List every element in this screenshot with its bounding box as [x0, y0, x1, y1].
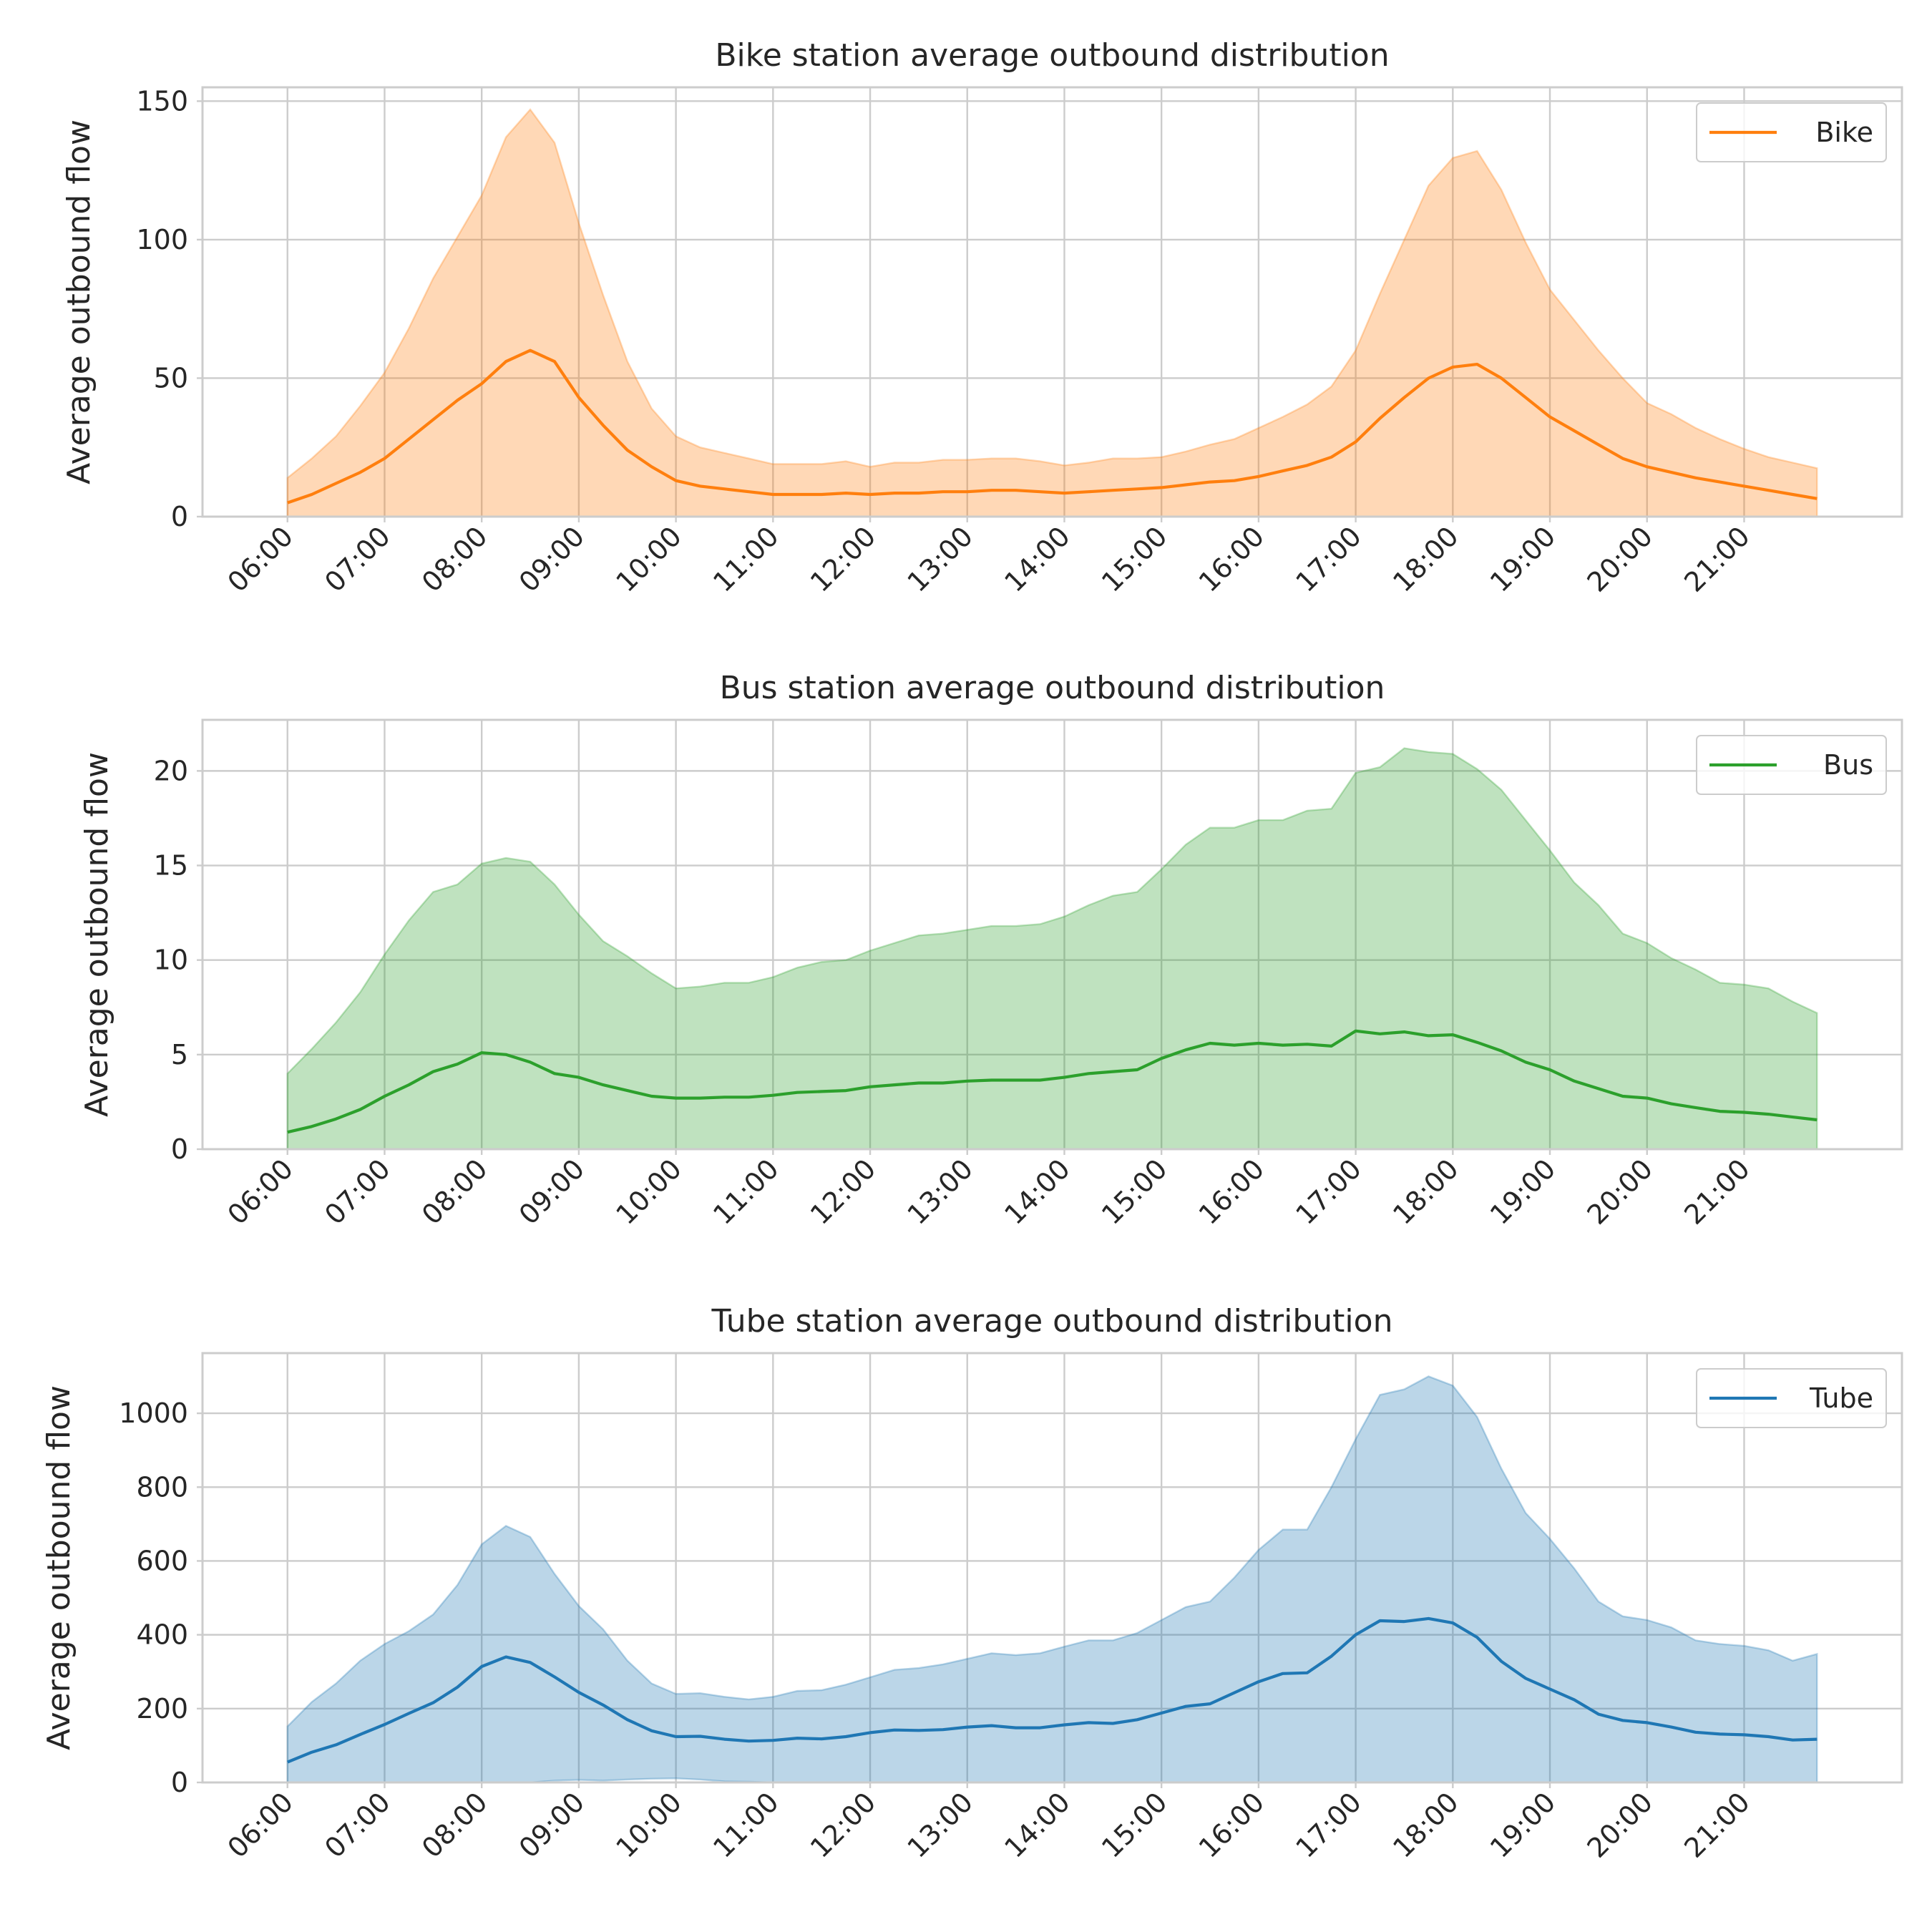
- bus-mean-line: [287, 1029, 1818, 1134]
- x-tick-label: 12:00: [804, 520, 882, 598]
- x-tick-label: 17:00: [1289, 520, 1367, 598]
- legend-box: [1696, 1368, 1887, 1428]
- chart-title: Bus station average outbound distributio…: [720, 670, 1385, 706]
- bike-mean-line: [287, 348, 1818, 504]
- x-tick-label: 15:00: [1096, 520, 1174, 598]
- y-tick-label: 100: [136, 224, 188, 255]
- legend-box: [1696, 102, 1887, 162]
- tube-mean-line: [287, 1616, 1818, 1764]
- x-tick-label: 20:00: [1581, 1786, 1659, 1864]
- x-tick-label: 07:00: [318, 1153, 396, 1231]
- chart-title: Bike station average outbound distributi…: [715, 37, 1389, 74]
- plot-frame: [201, 718, 1903, 1151]
- y-tick-label: 50: [154, 362, 188, 394]
- bus-band-area: [286, 747, 1818, 1151]
- x-tick-label: 15:00: [1096, 1153, 1174, 1231]
- x-tick-label: 19:00: [1484, 1153, 1562, 1231]
- x-tick-label: 11:00: [707, 1153, 785, 1231]
- x-tick-label: 10:00: [610, 520, 688, 598]
- x-tick-label: 19:00: [1484, 520, 1562, 598]
- tube-panel: 0 200 400 600 800 1000 06:00 07:00 08:00 09:00 10:…: [41, 1303, 1903, 1864]
- x-tick-label: 17:00: [1289, 1153, 1367, 1231]
- chart-title: Tube station average outbound distributi…: [711, 1303, 1393, 1340]
- x-tick-label: 16:00: [1193, 1786, 1271, 1864]
- y-tick-label: 15: [154, 850, 188, 882]
- y-axis-label: Average outbound flow: [61, 119, 97, 484]
- x-tick-label: 21:00: [1678, 1786, 1756, 1864]
- legend-label: Bus: [1823, 749, 1873, 781]
- y-axis-label: Average outbound flow: [79, 752, 115, 1117]
- y-axis-label: Average outbound flow: [41, 1385, 77, 1750]
- plot-frame: [201, 86, 1903, 518]
- tube-band-area: [286, 1375, 1818, 1784]
- y-tick-label: 150: [136, 85, 188, 117]
- x-tick-label: 14:00: [998, 1786, 1076, 1864]
- x-tick-label: 12:00: [804, 1786, 882, 1864]
- x-tick-label: 14:00: [998, 520, 1076, 598]
- y-tick-label: 800: [136, 1471, 188, 1503]
- x-tick-label: 18:00: [1387, 1786, 1465, 1864]
- x-tick-label: 16:00: [1193, 1153, 1271, 1231]
- y-tick-label: 200: [136, 1693, 188, 1724]
- x-tick-label: 12:00: [804, 1153, 882, 1231]
- x-tick-label: 08:00: [416, 1786, 494, 1864]
- y-tick-label: 10: [154, 945, 188, 976]
- x-tick-label: 07:00: [318, 520, 396, 598]
- x-tick-label: 16:00: [1193, 520, 1271, 598]
- x-tick-label: 08:00: [416, 1153, 494, 1231]
- y-tick-label: 0: [171, 501, 188, 532]
- x-tick-label: 10:00: [610, 1786, 688, 1864]
- legend: Tube: [1696, 1368, 1887, 1428]
- x-tick-label: 08:00: [416, 520, 494, 598]
- x-tick-label: 10:00: [610, 1153, 688, 1231]
- y-tick-label: 400: [136, 1619, 188, 1651]
- x-tick-label: 09:00: [513, 1153, 591, 1231]
- y-tick-label: 600: [136, 1545, 188, 1576]
- legend-box: [1696, 735, 1887, 795]
- y-tick-label: 0: [171, 1767, 188, 1798]
- legend: Bike: [1696, 102, 1887, 162]
- legend: Bus: [1696, 735, 1887, 795]
- x-tick-label: 18:00: [1387, 1153, 1465, 1231]
- legend-label: Tube: [1809, 1382, 1873, 1414]
- x-tick-label: 17:00: [1289, 1786, 1367, 1864]
- bike-band-area: [286, 108, 1818, 518]
- x-tick-label: 06:00: [222, 520, 300, 598]
- x-tick-label: 13:00: [902, 1786, 980, 1864]
- x-tick-label: 11:00: [707, 1786, 785, 1864]
- x-tick-label: 11:00: [707, 520, 785, 598]
- x-tick-label: 13:00: [902, 1153, 980, 1231]
- x-tick-label: 14:00: [998, 1153, 1076, 1231]
- x-tick-label: 19:00: [1484, 1786, 1562, 1864]
- legend-label: Bike: [1815, 117, 1873, 148]
- x-tick-label: 13:00: [902, 520, 980, 598]
- x-tick-label: 21:00: [1678, 1153, 1756, 1231]
- y-tick-label: 20: [154, 755, 188, 786]
- bus-panel: 0 5 10 15 20 06:00 07:00 08:00 09:00 10:00 11:00 12…: [79, 670, 1903, 1231]
- x-tick-label: 07:00: [318, 1786, 396, 1864]
- x-tick-label: 06:00: [222, 1153, 300, 1231]
- x-tick-label: 18:00: [1387, 520, 1465, 598]
- y-tick-label: 5: [171, 1039, 188, 1070]
- x-tick-label: 09:00: [513, 1786, 591, 1864]
- x-tick-label: 20:00: [1581, 1153, 1659, 1231]
- y-tick-label: 0: [171, 1133, 188, 1165]
- y-tick-label: 1000: [119, 1397, 188, 1429]
- plot-frame: [201, 1352, 1903, 1784]
- x-tick-label: 20:00: [1581, 520, 1659, 598]
- x-tick-label: 06:00: [222, 1786, 300, 1864]
- x-tick-label: 15:00: [1096, 1786, 1174, 1864]
- x-tick-label: 09:00: [513, 520, 591, 598]
- x-tick-label: 21:00: [1678, 520, 1756, 598]
